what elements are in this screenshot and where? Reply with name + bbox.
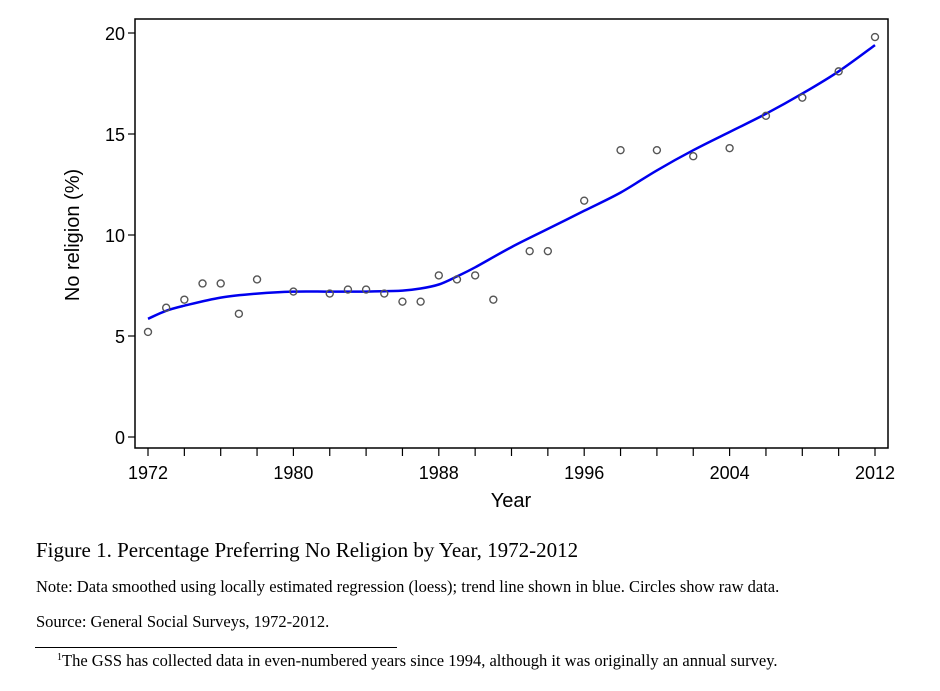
data-point [470, 271, 480, 280]
y-tick-label: 15 [105, 125, 125, 145]
data-point [798, 93, 807, 102]
y-tick-label: 10 [105, 226, 125, 246]
data-point [616, 145, 625, 155]
data-point [343, 285, 353, 294]
data-point [489, 295, 498, 304]
data-point [525, 246, 534, 256]
data-point [234, 309, 244, 318]
y-axis-title: No religion (%) [62, 169, 84, 301]
data-point [580, 196, 589, 205]
data-point [143, 327, 153, 337]
x-axis-title: Year [491, 490, 532, 512]
chart: 0 5 10 15 20 1972 1980 1988 1996 2004 2012 Year N… [62, 18, 895, 512]
footnote: 1The GSS has collected data in even-numb… [57, 651, 778, 671]
data-point [689, 152, 698, 161]
loess-trend-line [147, 44, 876, 320]
x-tick-label: 1972 [128, 463, 168, 483]
data-point [652, 145, 662, 155]
y-tick-label: 0 [115, 428, 125, 448]
plot-frame [134, 18, 889, 449]
data-point [452, 275, 462, 284]
footnote-divider [35, 647, 397, 648]
x-tick-label: 2004 [710, 463, 750, 483]
x-tick-label: 1980 [273, 463, 313, 483]
data-point [216, 279, 225, 288]
data-point [870, 32, 880, 42]
y-axis: 0 5 10 15 20 [105, 24, 135, 448]
data-point [834, 67, 843, 76]
figure-source: Source: General Social Surveys, 1972-201… [36, 612, 330, 631]
data-point [725, 143, 734, 153]
data-point [289, 287, 298, 296]
data-point [398, 297, 407, 306]
data-point [761, 111, 771, 121]
data-point [180, 295, 189, 304]
data-point [161, 303, 171, 312]
x-tick-label: 2012 [855, 463, 895, 483]
footnote-text: The GSS has collected data in even-numbe… [62, 651, 778, 670]
data-point [416, 297, 425, 306]
data-point [380, 289, 389, 298]
data-point [434, 271, 443, 280]
figure-note: Note: Data smoothed using locally estima… [36, 577, 780, 596]
data-point [198, 279, 207, 288]
data-point [543, 246, 553, 256]
x-tick-label: 1988 [419, 463, 459, 483]
footnote-marker: 1 [57, 652, 62, 663]
x-axis: 1972 1980 1988 1996 2004 2012 [128, 448, 895, 483]
y-tick-label: 5 [115, 327, 125, 347]
x-tick-label: 1996 [564, 463, 604, 483]
y-tick-label: 20 [105, 24, 125, 44]
figure-caption-title: Figure 1. Percentage Preferring No Relig… [36, 538, 579, 562]
data-point [361, 285, 371, 294]
raw-data-points [143, 32, 880, 337]
data-point [252, 275, 262, 284]
data-point [325, 289, 334, 298]
